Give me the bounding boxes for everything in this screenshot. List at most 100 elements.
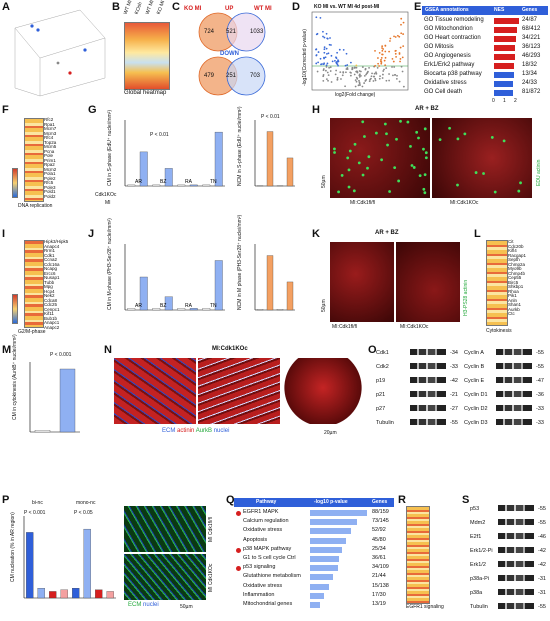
- gene-name: Shkbp1: [508, 284, 524, 289]
- volcano-point: [315, 62, 318, 65]
- volcano-point: [326, 71, 329, 74]
- volcano-point: [367, 70, 369, 73]
- blot-kda: -33: [536, 406, 544, 412]
- blot-row: Cyclin D3 -33: [464, 416, 548, 430]
- panel-h-edu-images: AR + BZ MI:Cdk1fl/fl MI:Cdk1KOc 50µm EDU…: [320, 106, 548, 210]
- gene-name: Pik1: [508, 293, 517, 298]
- blot-row: Cdk1 -34: [376, 346, 462, 360]
- panel-label-E: E: [414, 1, 422, 13]
- g-left-bar: [214, 131, 223, 187]
- g-pvalue-left: P < 0.01: [150, 132, 169, 138]
- q-row-genes: 21/44: [372, 573, 386, 580]
- legend-nuclei: nuclei: [143, 602, 159, 608]
- panel-label-N: N: [104, 344, 112, 356]
- gene-name: Rhoa: [508, 288, 519, 294]
- p-bar: [26, 532, 34, 599]
- gene-name: Mcm3: [44, 130, 57, 136]
- volcano-point: [317, 51, 320, 53]
- j-ylabel-right: NCM in M phase (PH3-Ser28⁺ nuclei/mm²): [237, 214, 243, 310]
- edu-positive-nucleus: [422, 147, 425, 151]
- q-row: Calcium regulation 73/145: [234, 518, 394, 527]
- s-phase-bar-charts: AR BZ RA TN: [124, 120, 295, 187]
- p-scale: 50µm: [180, 604, 193, 610]
- panel-label-Q: Q: [226, 494, 235, 506]
- blot-row: p53 -55: [470, 502, 550, 516]
- blot-band: [410, 405, 446, 411]
- pca-plot: [14, 9, 106, 97]
- g-left-bar: [189, 184, 198, 187]
- volcano-point: [364, 68, 367, 71]
- volcano-point: [384, 44, 387, 47]
- gene-name: Pold2: [44, 193, 56, 199]
- volcano-point: [384, 64, 387, 67]
- g-left-bar: [177, 184, 186, 187]
- volcano-point: [322, 79, 325, 82]
- q-row-genes: 17/30: [372, 591, 386, 598]
- volcano-point: [360, 74, 362, 77]
- blot-protein-label: Erk1/2: [470, 562, 486, 568]
- gsea-row: Oxidative stress 24/33: [422, 80, 548, 89]
- q-row-name: Apoptosis: [243, 536, 268, 543]
- volcano-point: [341, 74, 344, 77]
- nucleation-bar-chart: [23, 516, 116, 599]
- volcano-point: [315, 54, 318, 57]
- volcano-point: [322, 68, 325, 70]
- edu-positive-nucleus: [409, 145, 412, 148]
- volcano-point: [402, 45, 405, 48]
- volcano-point: [355, 80, 358, 83]
- panel-label-J: J: [88, 228, 95, 240]
- q-row-genes: 15/138: [372, 582, 389, 589]
- gsea-row-name: Erk1/Erk2 pathway: [424, 62, 475, 68]
- g-cdk-label: Cdk1KOc: [95, 192, 117, 198]
- s-blot: p53 -55 Mdm2 -55 E2f1 -46 Erk1/2-Pi -42 Erk1/2 -4…: [470, 502, 550, 614]
- gene-name: Mcm7: [44, 126, 57, 131]
- gsea-row-genes: 34/221: [522, 35, 541, 41]
- panel-c-venn: KO MI UP WT MI 724 521 1033 DOWN 479 251…: [180, 4, 290, 100]
- volcano-point: [337, 64, 339, 67]
- volcano-point: [354, 66, 356, 69]
- venn-up-label: UP: [225, 6, 234, 12]
- cytokinesis-bar-chart: [29, 362, 80, 433]
- panel-p-nucleation: bi-nc mono-nc P < 0.001 P < 0.05 CM nucl…: [10, 498, 220, 616]
- p-image-ko: [124, 554, 206, 600]
- volcano-point: [392, 74, 394, 77]
- blot-band: [498, 519, 534, 525]
- gsea-nes-bar: [494, 72, 514, 78]
- panel-f-dna-replication: Rfc2 Rpa1 Mcm7 Mcm3 Rfc4 Top2a Mcm5 Pcna Pole Pri…: [10, 108, 80, 213]
- g-group-label: TN: [210, 179, 217, 185]
- volcano-point: [378, 51, 381, 54]
- edu-positive-nucleus: [347, 185, 351, 189]
- volcano-point: [391, 57, 394, 60]
- dna-replication-heatmap: [24, 118, 44, 202]
- gsea-row: GO Tissue remodeling 24/87: [422, 17, 548, 26]
- blot-row: p27 -27: [376, 402, 462, 416]
- volcano-point: [400, 32, 403, 35]
- gene-name: Myo9b: [508, 266, 522, 271]
- volcano-point: [395, 56, 397, 58]
- gsea-nes-bar: [494, 45, 516, 51]
- volcano-point: [389, 37, 392, 40]
- gene-name: Mcm5: [44, 144, 57, 149]
- blot-protein-label: Cyclin D1: [464, 392, 488, 398]
- q-pvalue-bar: [310, 565, 338, 572]
- gene-name: Anapc1: [44, 320, 60, 325]
- blot-row: Cyclin D2 -33: [464, 402, 548, 416]
- gene-name: Ctc: [508, 311, 515, 316]
- volcano-point: [358, 79, 360, 82]
- edu-positive-nucleus: [393, 166, 397, 170]
- gene-name: Pola1: [44, 171, 56, 176]
- blot-kda: -31: [538, 590, 546, 596]
- gene-name: Pole2: [44, 175, 56, 181]
- gsea-row-name: Biocarta p38 pathway: [424, 71, 482, 77]
- gene-name: Rpa1: [44, 121, 55, 127]
- q-row-name: Mitochondrial genes: [243, 600, 293, 607]
- blot-row: p38a-Pi -31: [470, 572, 550, 586]
- blot-band: [496, 405, 532, 411]
- volcano-point: [354, 79, 357, 82]
- edu-positive-nucleus: [383, 122, 387, 126]
- volcano-point: [357, 84, 360, 87]
- volcano-point: [400, 17, 403, 20]
- edu-positive-nucleus: [346, 156, 350, 160]
- volcano-point: [382, 73, 384, 76]
- volcano-point: [400, 23, 402, 26]
